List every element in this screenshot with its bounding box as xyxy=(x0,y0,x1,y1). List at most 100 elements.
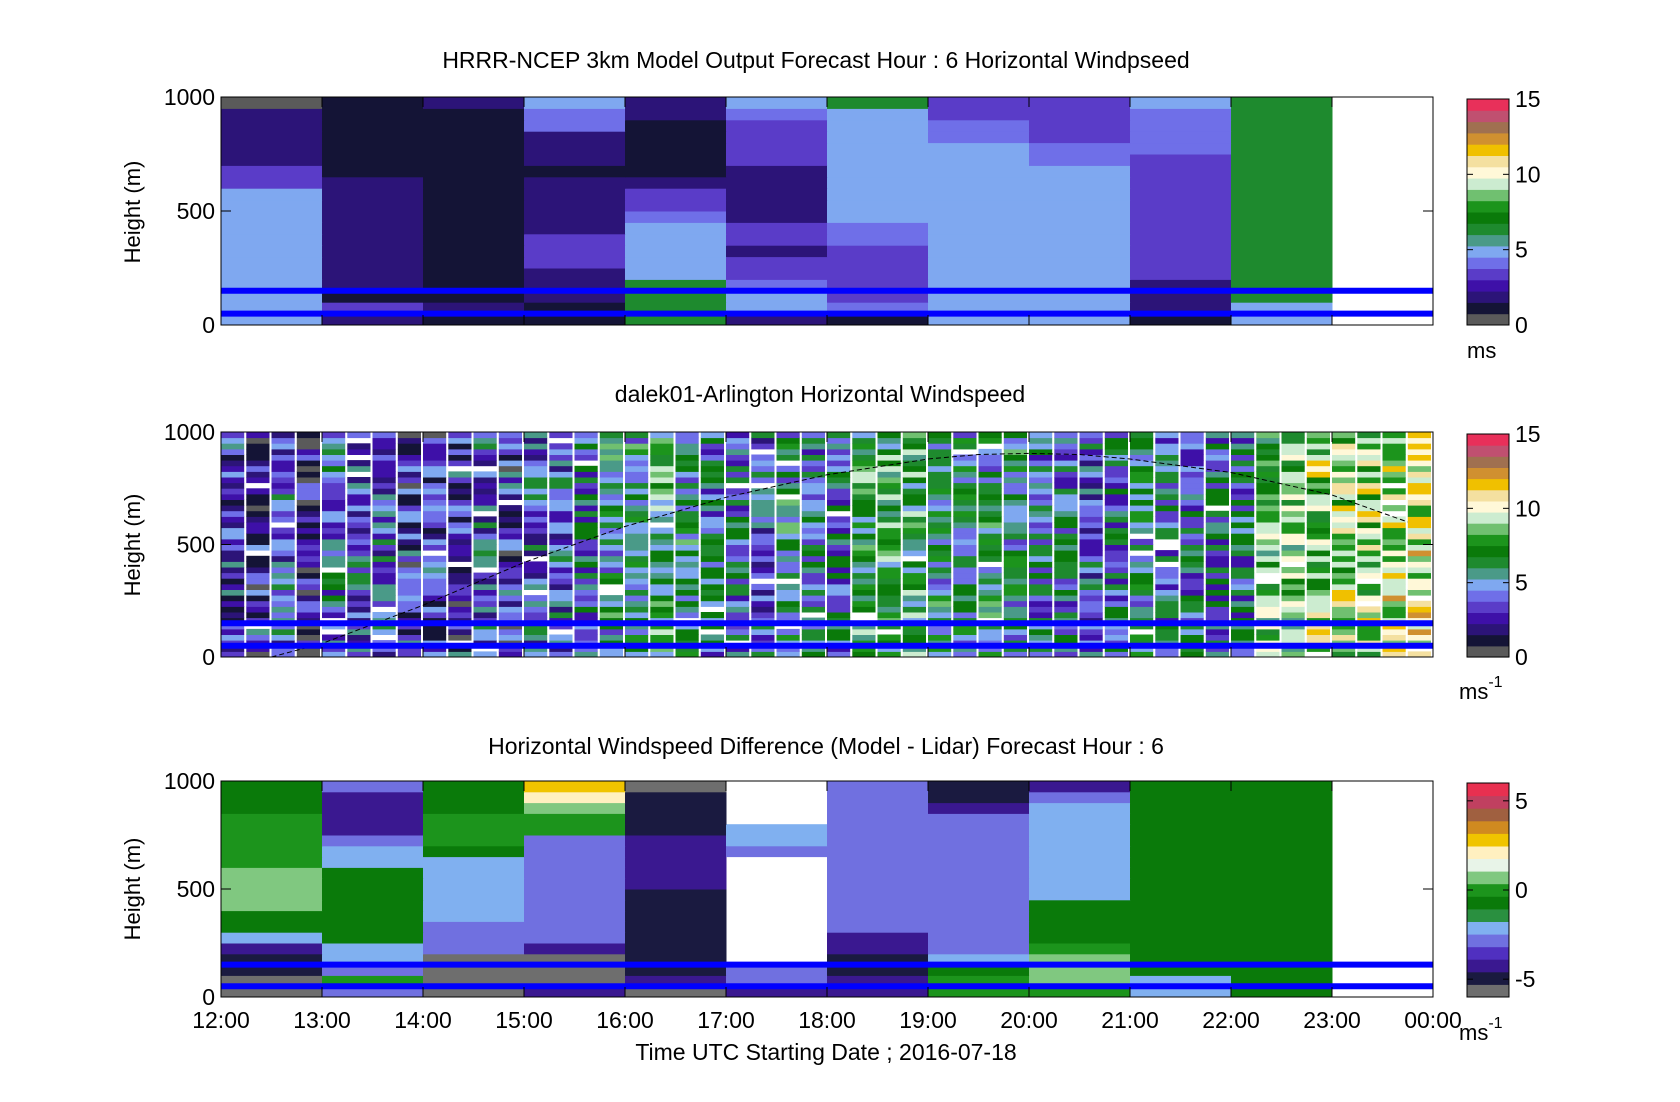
heatmap-cell xyxy=(574,516,598,523)
heatmap-cell xyxy=(700,645,724,652)
heatmap-cell xyxy=(1231,108,1333,121)
heatmap-cell xyxy=(827,791,929,804)
heatmap-cell xyxy=(1231,878,1333,890)
heatmap-cell xyxy=(524,211,626,223)
heatmap-cell xyxy=(852,600,876,607)
heatmap-cell xyxy=(1281,460,1305,467)
heatmap-cell xyxy=(1155,555,1179,562)
heatmap-cell xyxy=(776,544,800,551)
heatmap-cell xyxy=(751,505,775,512)
heatmap-cell xyxy=(524,538,548,545)
heatmap-cell xyxy=(1130,256,1232,269)
heatmap-cell xyxy=(1130,899,1232,912)
heatmap-cell xyxy=(978,550,1002,557)
heatmap-cell xyxy=(1281,606,1305,613)
heatmap-cell xyxy=(700,595,724,602)
heatmap-cell xyxy=(423,628,447,635)
heatmap-cell xyxy=(423,499,447,506)
heatmap-cell xyxy=(1079,645,1103,652)
heatmap-cell xyxy=(852,510,876,517)
heatmap-cell xyxy=(1180,488,1204,495)
panel3-units-base: ms xyxy=(1459,1020,1488,1045)
heatmap-cell xyxy=(599,651,623,658)
heatmap-cell xyxy=(271,651,295,658)
colorbar-tick-label: 15 xyxy=(1515,421,1541,447)
heatmap-cell xyxy=(1332,432,1356,439)
heatmap-cell xyxy=(498,437,522,444)
heatmap-cell xyxy=(928,910,1030,922)
heatmap-cell xyxy=(423,108,525,121)
heatmap-cell xyxy=(1281,583,1305,590)
heatmap-cell xyxy=(1256,437,1280,444)
heatmap-cell xyxy=(423,824,525,836)
heatmap-cell xyxy=(397,482,421,489)
heatmap-cell xyxy=(1382,538,1406,545)
heatmap-cell xyxy=(473,544,497,551)
heatmap-cell xyxy=(928,510,952,517)
heatmap-cell xyxy=(1029,142,1131,155)
heatmap-cell xyxy=(322,612,346,619)
heatmap-cell xyxy=(1130,97,1232,109)
heatmap-cell xyxy=(852,443,876,450)
heatmap-cell xyxy=(953,538,977,545)
heatmap-cell xyxy=(221,465,245,472)
heatmap-cell xyxy=(1003,600,1027,607)
heatmap-cell xyxy=(953,460,977,467)
heatmap-cell xyxy=(650,606,674,613)
heatmap-cell xyxy=(397,600,421,607)
heatmap-cell xyxy=(625,932,727,944)
heatmap-cell xyxy=(397,538,421,545)
heatmap-cell xyxy=(1180,628,1204,635)
heatmap-cell xyxy=(296,544,320,551)
heatmap-cell xyxy=(1407,561,1431,568)
heatmap-cell xyxy=(347,544,371,551)
heatmap-cell xyxy=(271,595,295,602)
heatmap-cell xyxy=(675,533,699,540)
heatmap-cell xyxy=(221,222,323,235)
heatmap-cell xyxy=(625,561,649,568)
heatmap-cell xyxy=(1079,533,1103,540)
heatmap-cell xyxy=(1079,499,1103,506)
heatmap-cell xyxy=(1130,131,1232,144)
heatmap-cell xyxy=(1357,595,1381,602)
heatmap-cell xyxy=(1054,432,1078,439)
heatmap-cell xyxy=(1256,448,1280,455)
heatmap-cell xyxy=(296,623,320,630)
heatmap-cell xyxy=(1231,953,1333,966)
heatmap-cell xyxy=(1003,595,1027,602)
heatmap-cell xyxy=(827,572,851,579)
heatmap-cell xyxy=(801,471,825,478)
heatmap-cell xyxy=(978,628,1002,635)
heatmap-cell xyxy=(928,802,1030,814)
heatmap-cell xyxy=(347,612,371,619)
heatmap-cell xyxy=(1231,199,1333,212)
heatmap-cell xyxy=(726,600,750,607)
heatmap-cell xyxy=(852,623,876,630)
heatmap-cell xyxy=(650,651,674,658)
heatmap-cell xyxy=(827,482,851,489)
heatmap-cell xyxy=(852,645,876,652)
heatmap-cell xyxy=(1332,516,1356,523)
heatmap-cell xyxy=(827,628,851,635)
heatmap-cell xyxy=(221,188,323,201)
heatmap-cell xyxy=(296,477,320,484)
heatmap-cell xyxy=(1205,606,1229,613)
heatmap-cell xyxy=(1231,595,1255,602)
heatmap-cell xyxy=(549,460,573,467)
heatmap-cell xyxy=(726,824,828,836)
heatmap-cell xyxy=(827,119,929,132)
heatmap-cell xyxy=(524,595,548,602)
heatmap-cell xyxy=(928,589,952,596)
heatmap-cell xyxy=(1306,510,1330,517)
heatmap-cell xyxy=(271,448,295,455)
heatmap-cell xyxy=(1357,493,1381,500)
heatmap-cell xyxy=(1407,567,1431,574)
panel-lidar-windspeed: dalek01-Arlington Horizontal Windspeed H… xyxy=(120,381,1541,704)
heatmap-cell xyxy=(978,527,1002,534)
heatmap-cell xyxy=(1054,488,1078,495)
heatmap-cell xyxy=(448,505,472,512)
heatmap-cell xyxy=(1382,651,1406,658)
heatmap-cell xyxy=(1306,499,1330,506)
heatmap-cell xyxy=(827,975,929,987)
